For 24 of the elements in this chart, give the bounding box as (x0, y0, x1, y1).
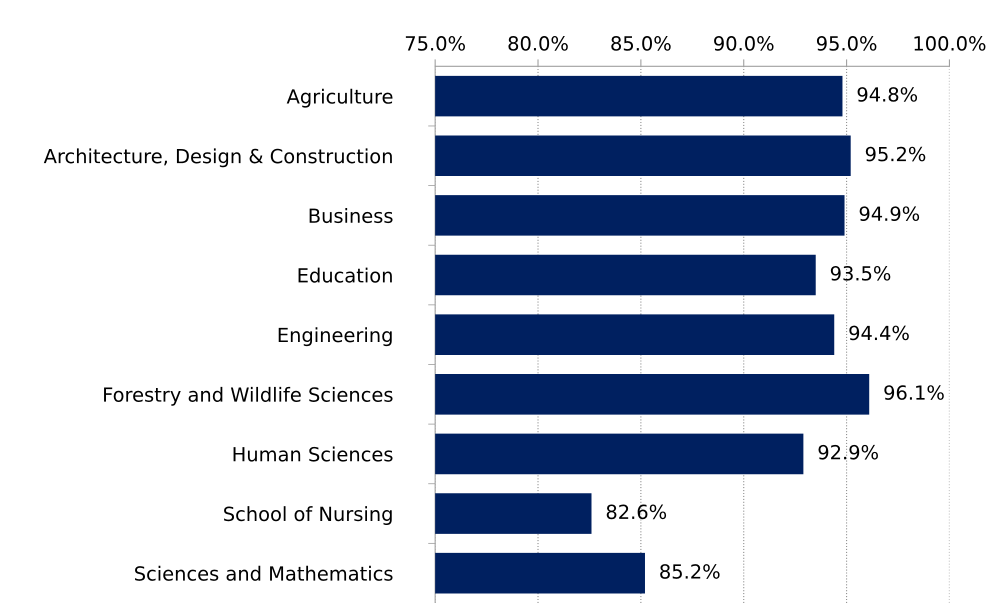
x-tick-label: 95.0% (816, 36, 876, 51)
y-tick-label: Forestry and Wildlife Sciences (104, 386, 393, 406)
y-tick-label: Agriculture (286, 88, 392, 108)
y-tick-label: Architecture, Design & Construction (44, 148, 392, 168)
y-tick-label: Education (298, 268, 392, 283)
x-tick-label: 75.0% (406, 36, 465, 51)
x-tick-label: 90.0% (714, 36, 774, 51)
data-label: 94.4% (849, 326, 909, 340)
data-label: 94.8% (858, 87, 918, 102)
y-tick-label: School of Nursing (224, 506, 392, 525)
data-label: 95.2% (866, 146, 926, 162)
x-tick-label: 80.0% (508, 36, 568, 51)
y-tick-label: Human Sciences (234, 446, 393, 462)
x-tick-label: 85.0% (611, 36, 671, 51)
y-tick-label: Engineering (278, 327, 392, 346)
data-label: 92.9% (818, 444, 878, 460)
y-tick-label: Business (310, 208, 393, 224)
y-tick-label: Sciences and Mathematics (135, 566, 393, 581)
data-label: 82.6% (606, 504, 666, 520)
data-label: 94.9% (860, 206, 920, 222)
x-tick-label: 100.0% (914, 36, 986, 51)
data-label: 85.2% (660, 564, 720, 579)
data-label: 93.5% (830, 266, 890, 281)
data-label: 96.1% (884, 385, 944, 400)
